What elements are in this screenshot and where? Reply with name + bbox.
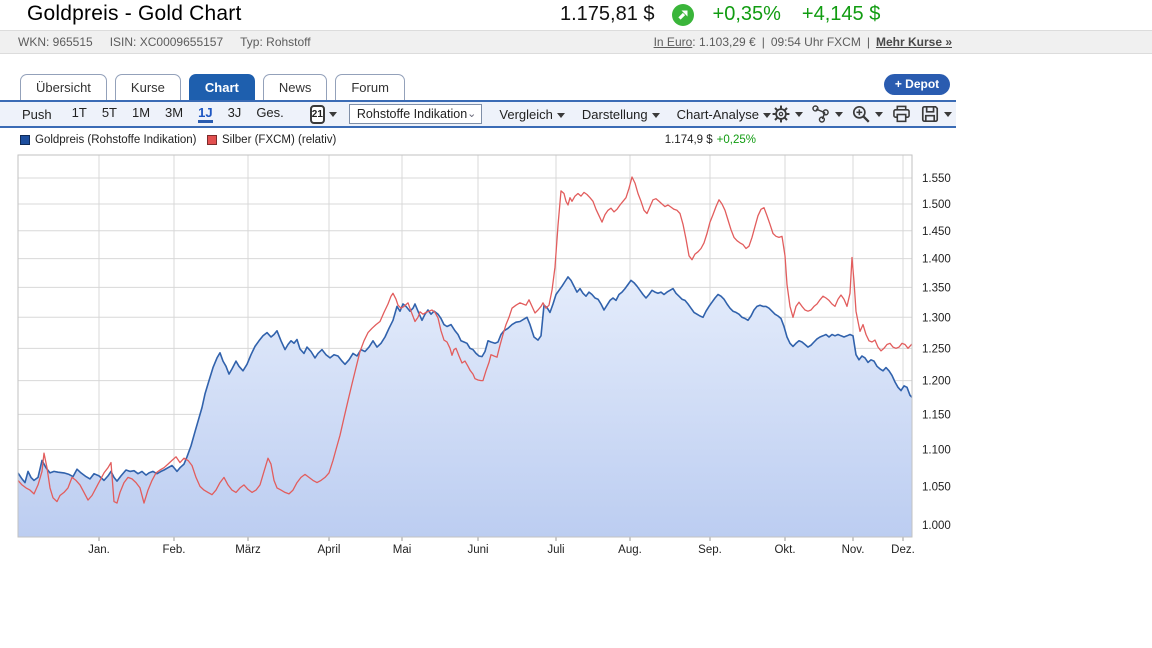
chevron-down-icon xyxy=(763,112,772,118)
svg-text:Jan.: Jan. xyxy=(88,544,110,556)
svg-text:1.100: 1.100 xyxy=(922,445,951,457)
svg-text:März: März xyxy=(235,544,261,556)
darstellung-menu[interactable]: Darstellung xyxy=(582,107,660,122)
tab-uebersicht[interactable]: Übersicht xyxy=(20,74,107,100)
change-absolute: +4,145 $ xyxy=(801,3,881,25)
svg-text:Juli: Juli xyxy=(547,544,564,556)
range-3j[interactable]: 3J xyxy=(227,105,242,120)
svg-text:Okt.: Okt. xyxy=(774,544,795,556)
chevron-down-icon xyxy=(875,111,884,117)
range-1j[interactable]: 1J xyxy=(198,105,213,123)
silver-series-swatch xyxy=(207,135,217,145)
separator: | xyxy=(761,35,765,49)
svg-text:Mai: Mai xyxy=(393,544,412,556)
current-value-readout: 1.174,9 $ +0,25% xyxy=(665,134,756,146)
svg-text:1.200: 1.200 xyxy=(922,376,951,388)
svg-text:1.050: 1.050 xyxy=(922,481,951,493)
range-selector: 1T 5T 1M 3M 1J 3J Ges. xyxy=(72,105,284,123)
chevron-down-icon xyxy=(556,112,565,118)
chart-toolbar: Push 1T 5T 1M 3M 1J 3J Ges. 21 Rohstoffe… xyxy=(0,100,956,128)
svg-text:1.450: 1.450 xyxy=(922,226,951,238)
range-1t[interactable]: 1T xyxy=(71,105,87,120)
range-ges[interactable]: Ges. xyxy=(256,105,284,120)
instrument-select[interactable]: Rohstoffe Indikation ⌄ xyxy=(348,104,483,124)
svg-text:1.150: 1.150 xyxy=(922,409,951,421)
plot-border xyxy=(17,154,913,538)
chevron-down-icon xyxy=(835,111,844,117)
section-tabs: Übersicht Kurse Chart News Forum xyxy=(20,74,405,100)
svg-text:1.400: 1.400 xyxy=(922,254,951,266)
indicators-nodes-icon[interactable] xyxy=(811,104,844,124)
svg-text:Feb.: Feb. xyxy=(162,544,185,556)
page-title: Goldpreis - Gold Chart xyxy=(27,2,242,25)
in-euro-value: : 1.103,29 € xyxy=(692,35,756,49)
in-euro-link[interactable]: In Euro xyxy=(653,35,693,49)
vergleich-menu[interactable]: Vergleich xyxy=(499,107,565,122)
tab-forum[interactable]: Forum xyxy=(335,74,405,100)
range-3m[interactable]: 3M xyxy=(165,105,184,120)
y-axis-labels: 1.550 1.500 1.450 1.400 1.350 1.300 1.250 1.200… xyxy=(922,173,951,532)
svg-text:Juni: Juni xyxy=(467,544,488,556)
range-5t[interactable]: 5T xyxy=(101,105,117,120)
calendar-date-icon[interactable]: 21 xyxy=(309,104,325,124)
change-percent: +0,35% xyxy=(712,3,781,25)
typ-label: Typ: Rohstoff xyxy=(240,35,311,49)
svg-text:1.000: 1.000 xyxy=(922,520,951,532)
select-chevron-icon: ⌄ xyxy=(467,108,477,120)
add-depot-button[interactable]: + Depot xyxy=(884,74,950,95)
chevron-down-icon xyxy=(795,111,804,117)
svg-text:1.250: 1.250 xyxy=(922,343,951,355)
svg-text:1.350: 1.350 xyxy=(922,282,951,294)
svg-text:Aug.: Aug. xyxy=(618,544,642,556)
current-price: 1.174,9 $ xyxy=(664,134,713,146)
chevron-down-icon xyxy=(944,111,953,117)
settings-gear-icon[interactable] xyxy=(771,104,804,124)
instrument-info-bar: WKN: 965515 ISIN: XC0009655157 Typ: Rohs… xyxy=(0,30,1152,54)
push-toggle[interactable]: Push xyxy=(22,106,52,122)
price-chart[interactable]: 1.550 1.500 1.450 1.400 1.350 1.300 1.250 1.200… xyxy=(0,150,970,565)
svg-text:April: April xyxy=(317,544,340,556)
save-icon[interactable] xyxy=(920,104,953,124)
svg-text:Sep.: Sep. xyxy=(698,544,722,556)
zoom-in-icon[interactable] xyxy=(851,104,884,124)
svg-text:1.550: 1.550 xyxy=(922,173,951,185)
svg-text:1.500: 1.500 xyxy=(922,199,951,211)
wkn-label: WKN: 965515 xyxy=(18,35,93,49)
legend-item-silber[interactable]: Silber (FXCM) (relativ) xyxy=(207,134,336,146)
svg-text:Nov.: Nov. xyxy=(842,544,865,556)
svg-text:1.300: 1.300 xyxy=(922,312,951,324)
quote-time: 09:54 Uhr FXCM xyxy=(770,35,861,49)
svg-text:Dez.: Dez. xyxy=(891,544,915,556)
legend-item-goldpreis[interactable]: Goldpreis (Rohstoffe Indikation) xyxy=(20,134,197,146)
chevron-down-icon xyxy=(651,112,660,118)
chevron-down-icon xyxy=(328,111,337,117)
more-quotes-link[interactable]: Mehr Kurse » xyxy=(875,35,952,49)
toolbar-icons xyxy=(771,104,953,124)
gold-area-series xyxy=(17,276,913,537)
chart-analyse-menu[interactable]: Chart-Analyse xyxy=(677,107,772,122)
silver-line-series xyxy=(17,176,913,504)
tab-news[interactable]: News xyxy=(262,74,328,100)
range-1m[interactable]: 1M xyxy=(131,105,151,120)
last-price: 1.175,81 $ xyxy=(560,3,655,25)
tab-kurse[interactable]: Kurse xyxy=(114,74,181,100)
isin-label: ISIN: XC0009655157 xyxy=(109,35,224,49)
separator: | xyxy=(866,35,870,49)
gold-series-swatch xyxy=(20,135,30,145)
quote-block: 1.175,81 $ +0,35% +4,145 $ xyxy=(560,3,880,26)
current-change: +0,25% xyxy=(716,134,756,146)
chart-legend: Goldpreis (Rohstoffe Indikation) Silber … xyxy=(0,128,956,152)
print-icon[interactable] xyxy=(891,104,912,124)
x-axis-labels: Jan. Feb. März April Mai Juni Juli Aug. Sep. Okt.… xyxy=(88,544,915,556)
tab-chart[interactable]: Chart xyxy=(188,74,255,100)
trend-up-icon xyxy=(671,3,694,26)
